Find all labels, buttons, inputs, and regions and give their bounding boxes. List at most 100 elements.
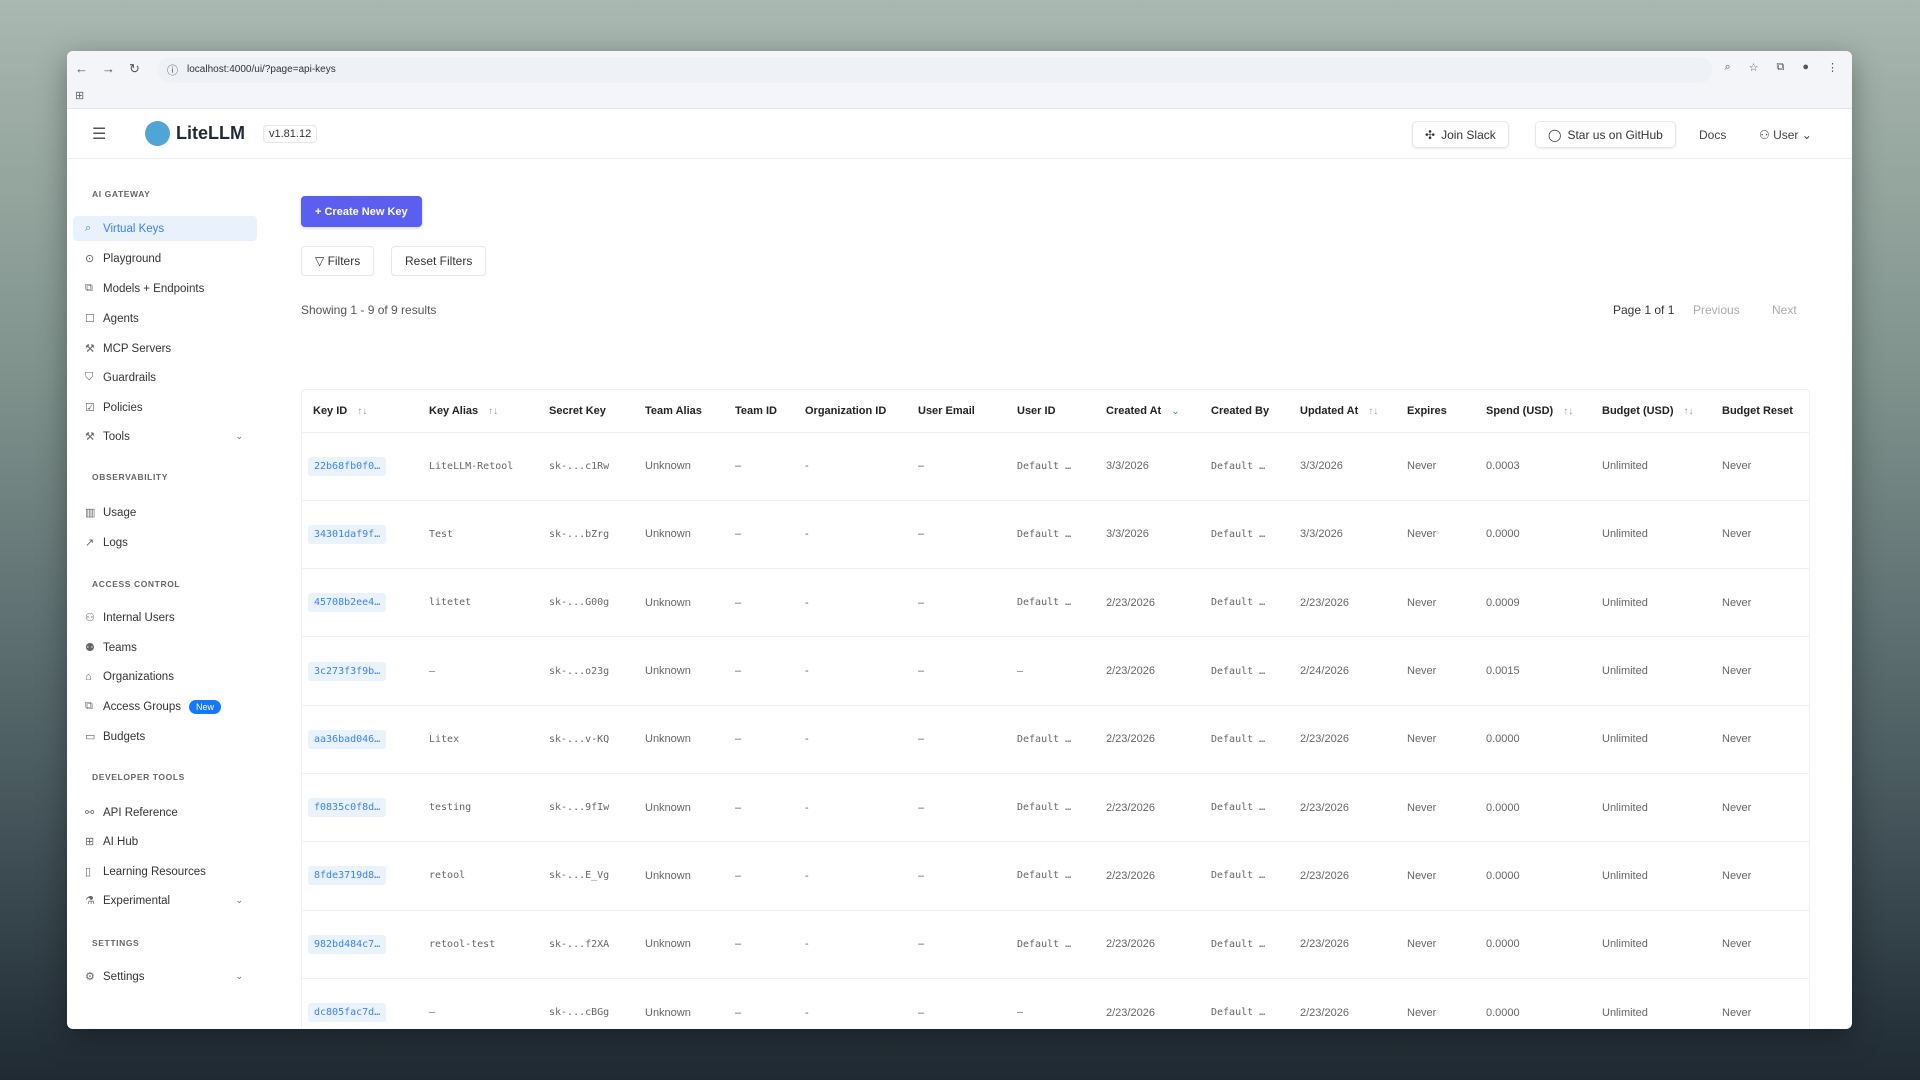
reload-icon[interactable]: ↻ [129, 61, 140, 76]
address-bar[interactable]: ⓘ localhost:4000/ui/?page=api-keys [157, 57, 1712, 83]
table-cell: 22b68fb0f0… [302, 431, 418, 501]
table-cell: Unknown [634, 909, 724, 979]
table-row[interactable]: dc805fac7d… – sk-...cBGg Unknown – - – –2/23/20… [302, 977, 1809, 1029]
key-id-link[interactable]: 8fde3719d8… [308, 866, 387, 886]
table-cell: LiteLLM-Retool [418, 431, 538, 501]
sidebar-item-experimental[interactable]: ⚗ Experimental ⌄ [73, 888, 257, 913]
previous-button[interactable]: Previous [1693, 303, 1740, 317]
table-cell: Default … [1006, 431, 1095, 501]
forward-icon[interactable]: → [102, 61, 115, 76]
table-cell: Default … [1200, 431, 1289, 501]
table-cell: – [907, 431, 1006, 501]
sidebar-item-teams[interactable]: ⚉ Teams [73, 635, 257, 660]
docs-link[interactable]: Docs [1699, 128, 1727, 142]
chevron-down-icon: ⌄ [235, 895, 243, 905]
sidebar-item-usage[interactable]: ▥ Usage [73, 500, 257, 525]
sort-icon[interactable]: ↑↓ [1683, 405, 1694, 417]
sidebar-item-ai-hub[interactable]: ⊞ AI Hub [73, 829, 257, 854]
logo[interactable]: LiteLLM [145, 121, 245, 146]
github-icon: ◯ [1548, 127, 1562, 142]
next-button[interactable]: Next [1772, 303, 1797, 317]
column-header[interactable]: Updated At ↑↓ [1289, 390, 1396, 432]
more-icon[interactable]: ⋮ [1827, 62, 1838, 74]
user-menu[interactable]: ⚇ User ⌄ [1759, 128, 1812, 142]
key-id-link[interactable]: f0835c0f8d… [308, 798, 387, 818]
reset-filters-button[interactable]: Reset Filters [391, 246, 487, 276]
sort-icon[interactable]: ↑↓ [357, 405, 368, 417]
sidebar-item-label: Settings [103, 970, 145, 983]
wrench-icon: ⚒ [85, 431, 95, 443]
table-cell: Never [1396, 704, 1475, 774]
sidebar-item-learning-resources[interactable]: ▯ Learning Resources [73, 859, 257, 884]
sort-desc-icon[interactable]: ⌄ [1171, 405, 1180, 417]
bookmark-star-icon[interactable]: ☆ [1748, 62, 1759, 74]
profile-icon[interactable]: ● [1802, 61, 1809, 73]
sidebar-item-access-groups[interactable]: ⧉ Access Groups New [73, 694, 257, 719]
sort-icon[interactable]: ↑↓ [1368, 405, 1379, 417]
zoom-icon[interactable]: ⌕ [1724, 61, 1731, 73]
sidebar-item-organizations[interactable]: ⌂ Organizations [73, 664, 257, 689]
key-id-link[interactable]: aa36bad046… [308, 729, 387, 749]
sidebar-item-models-endpoints[interactable]: ⧉ Models + Endpoints [73, 276, 257, 301]
sort-icon[interactable]: ↑↓ [488, 405, 499, 417]
sidebar-item-virtual-keys[interactable]: ⌕ Virtual Keys [73, 216, 257, 241]
column-header[interactable]: Created At ⌄ [1095, 390, 1200, 432]
extensions-icon[interactable]: ⧉ [1776, 61, 1785, 73]
table-cell: Unlimited [1591, 636, 1711, 706]
column-header[interactable]: Key Alias ↑↓ [418, 390, 538, 432]
sidebar-item-budgets[interactable]: ▭ Budgets [73, 724, 257, 749]
column-header: Secret Key [538, 390, 634, 432]
table-cell: 8fde3719d8… [302, 841, 418, 911]
column-header: Budget Reset [1711, 390, 1809, 432]
sidebar-item-api-reference[interactable]: ⚯ API Reference [73, 800, 257, 825]
key-id-link[interactable]: 982bd484c7… [308, 934, 387, 954]
bar-chart-icon: ▥ [85, 507, 96, 519]
join-slack-button[interactable]: ✣ Join Slack [1412, 121, 1509, 148]
sidebar-item-policies[interactable]: ☑ Policies [73, 395, 257, 420]
table-row[interactable]: 45708b2ee4… litetet sk-...G00g Unknown – - – De… [302, 568, 1809, 637]
line-chart-icon: ↗ [85, 537, 95, 549]
table-cell: Default … [1200, 499, 1289, 569]
column-header: Organization ID [794, 390, 907, 432]
table-row[interactable]: 22b68fb0f0… LiteLLM-Retool sk-...c1Rw Unkno… [302, 431, 1809, 501]
create-new-key-button[interactable]: + Create New Key [301, 196, 422, 227]
sidebar-item-agents[interactable]: ☐ Agents [73, 306, 257, 331]
sidebar-item-label: Teams [103, 641, 137, 654]
sidebar-item-mcp-servers[interactable]: ⚒ MCP Servers [73, 336, 257, 361]
table-cell: – [724, 841, 794, 911]
key-id-link[interactable]: 22b68fb0f0… [308, 456, 387, 476]
key-id-link[interactable]: 3c273f3f9b… [308, 661, 387, 681]
apps-icon[interactable]: ⊞ [75, 90, 85, 102]
sidebar-item-tools[interactable]: ⚒ Tools ⌄ [73, 424, 257, 449]
group-icon: ⧉ [85, 700, 93, 712]
table-row[interactable]: 34301daf9f… Test sk-...bZrg Unknown – - – Defau… [302, 499, 1809, 569]
table-row[interactable]: f0835c0f8d… testing sk-...9fIw Unknown – - – De… [302, 772, 1809, 842]
sidebar-item-label: Virtual Keys [103, 222, 165, 235]
table-cell: testing [418, 772, 538, 842]
column-header[interactable]: Key ID ↑↓ [302, 390, 418, 432]
sort-icon[interactable]: ↑↓ [1563, 405, 1574, 417]
github-button[interactable]: ◯ Star us on GitHub [1535, 121, 1676, 148]
key-id-link[interactable]: 45708b2ee4… [308, 593, 387, 613]
table-row[interactable]: 3c273f3f9b… – sk-...o23g Unknown – - – –2/23/20… [302, 636, 1809, 706]
key-id-link[interactable]: dc805fac7d… [308, 1003, 387, 1023]
site-info-icon[interactable]: ⓘ [167, 65, 178, 77]
sidebar-item-logs[interactable]: ↗ Logs [73, 530, 257, 555]
menu-toggle-icon[interactable]: ☰ [92, 126, 107, 143]
sidebar-item-internal-users[interactable]: ⚇ Internal Users [73, 605, 257, 630]
table-row[interactable]: aa36bad046… Litex sk-...v-KQ Unknown – - – Defa… [302, 704, 1809, 774]
sidebar-item-guardrails[interactable]: ⛉ Guardrails [73, 365, 257, 390]
table-row[interactable]: 8fde3719d8… retool sk-...E_Vg Unknown – - – Def… [302, 841, 1809, 911]
column-header[interactable]: Spend (USD) ↑↓ [1475, 390, 1591, 432]
sidebar-item-playground[interactable]: ⊙ Playground [73, 246, 257, 271]
table-row[interactable]: 982bd484c7… retool-test sk-...f2XA Unknown –… [302, 909, 1809, 979]
table-cell: Default … [1006, 568, 1095, 637]
sidebar-section-title: ACCESS CONTROL [92, 579, 181, 589]
column-header-label: Created At [1106, 404, 1162, 417]
table-cell: Never [1711, 909, 1809, 979]
back-icon[interactable]: ← [75, 61, 88, 76]
key-id-link[interactable]: 34301daf9f… [308, 524, 387, 544]
sidebar-item-settings[interactable]: ⚙ Settings ⌄ [73, 964, 257, 989]
column-header[interactable]: Budget (USD) ↑↓ [1591, 390, 1711, 432]
filters-button[interactable]: ▽ Filters [301, 246, 375, 276]
